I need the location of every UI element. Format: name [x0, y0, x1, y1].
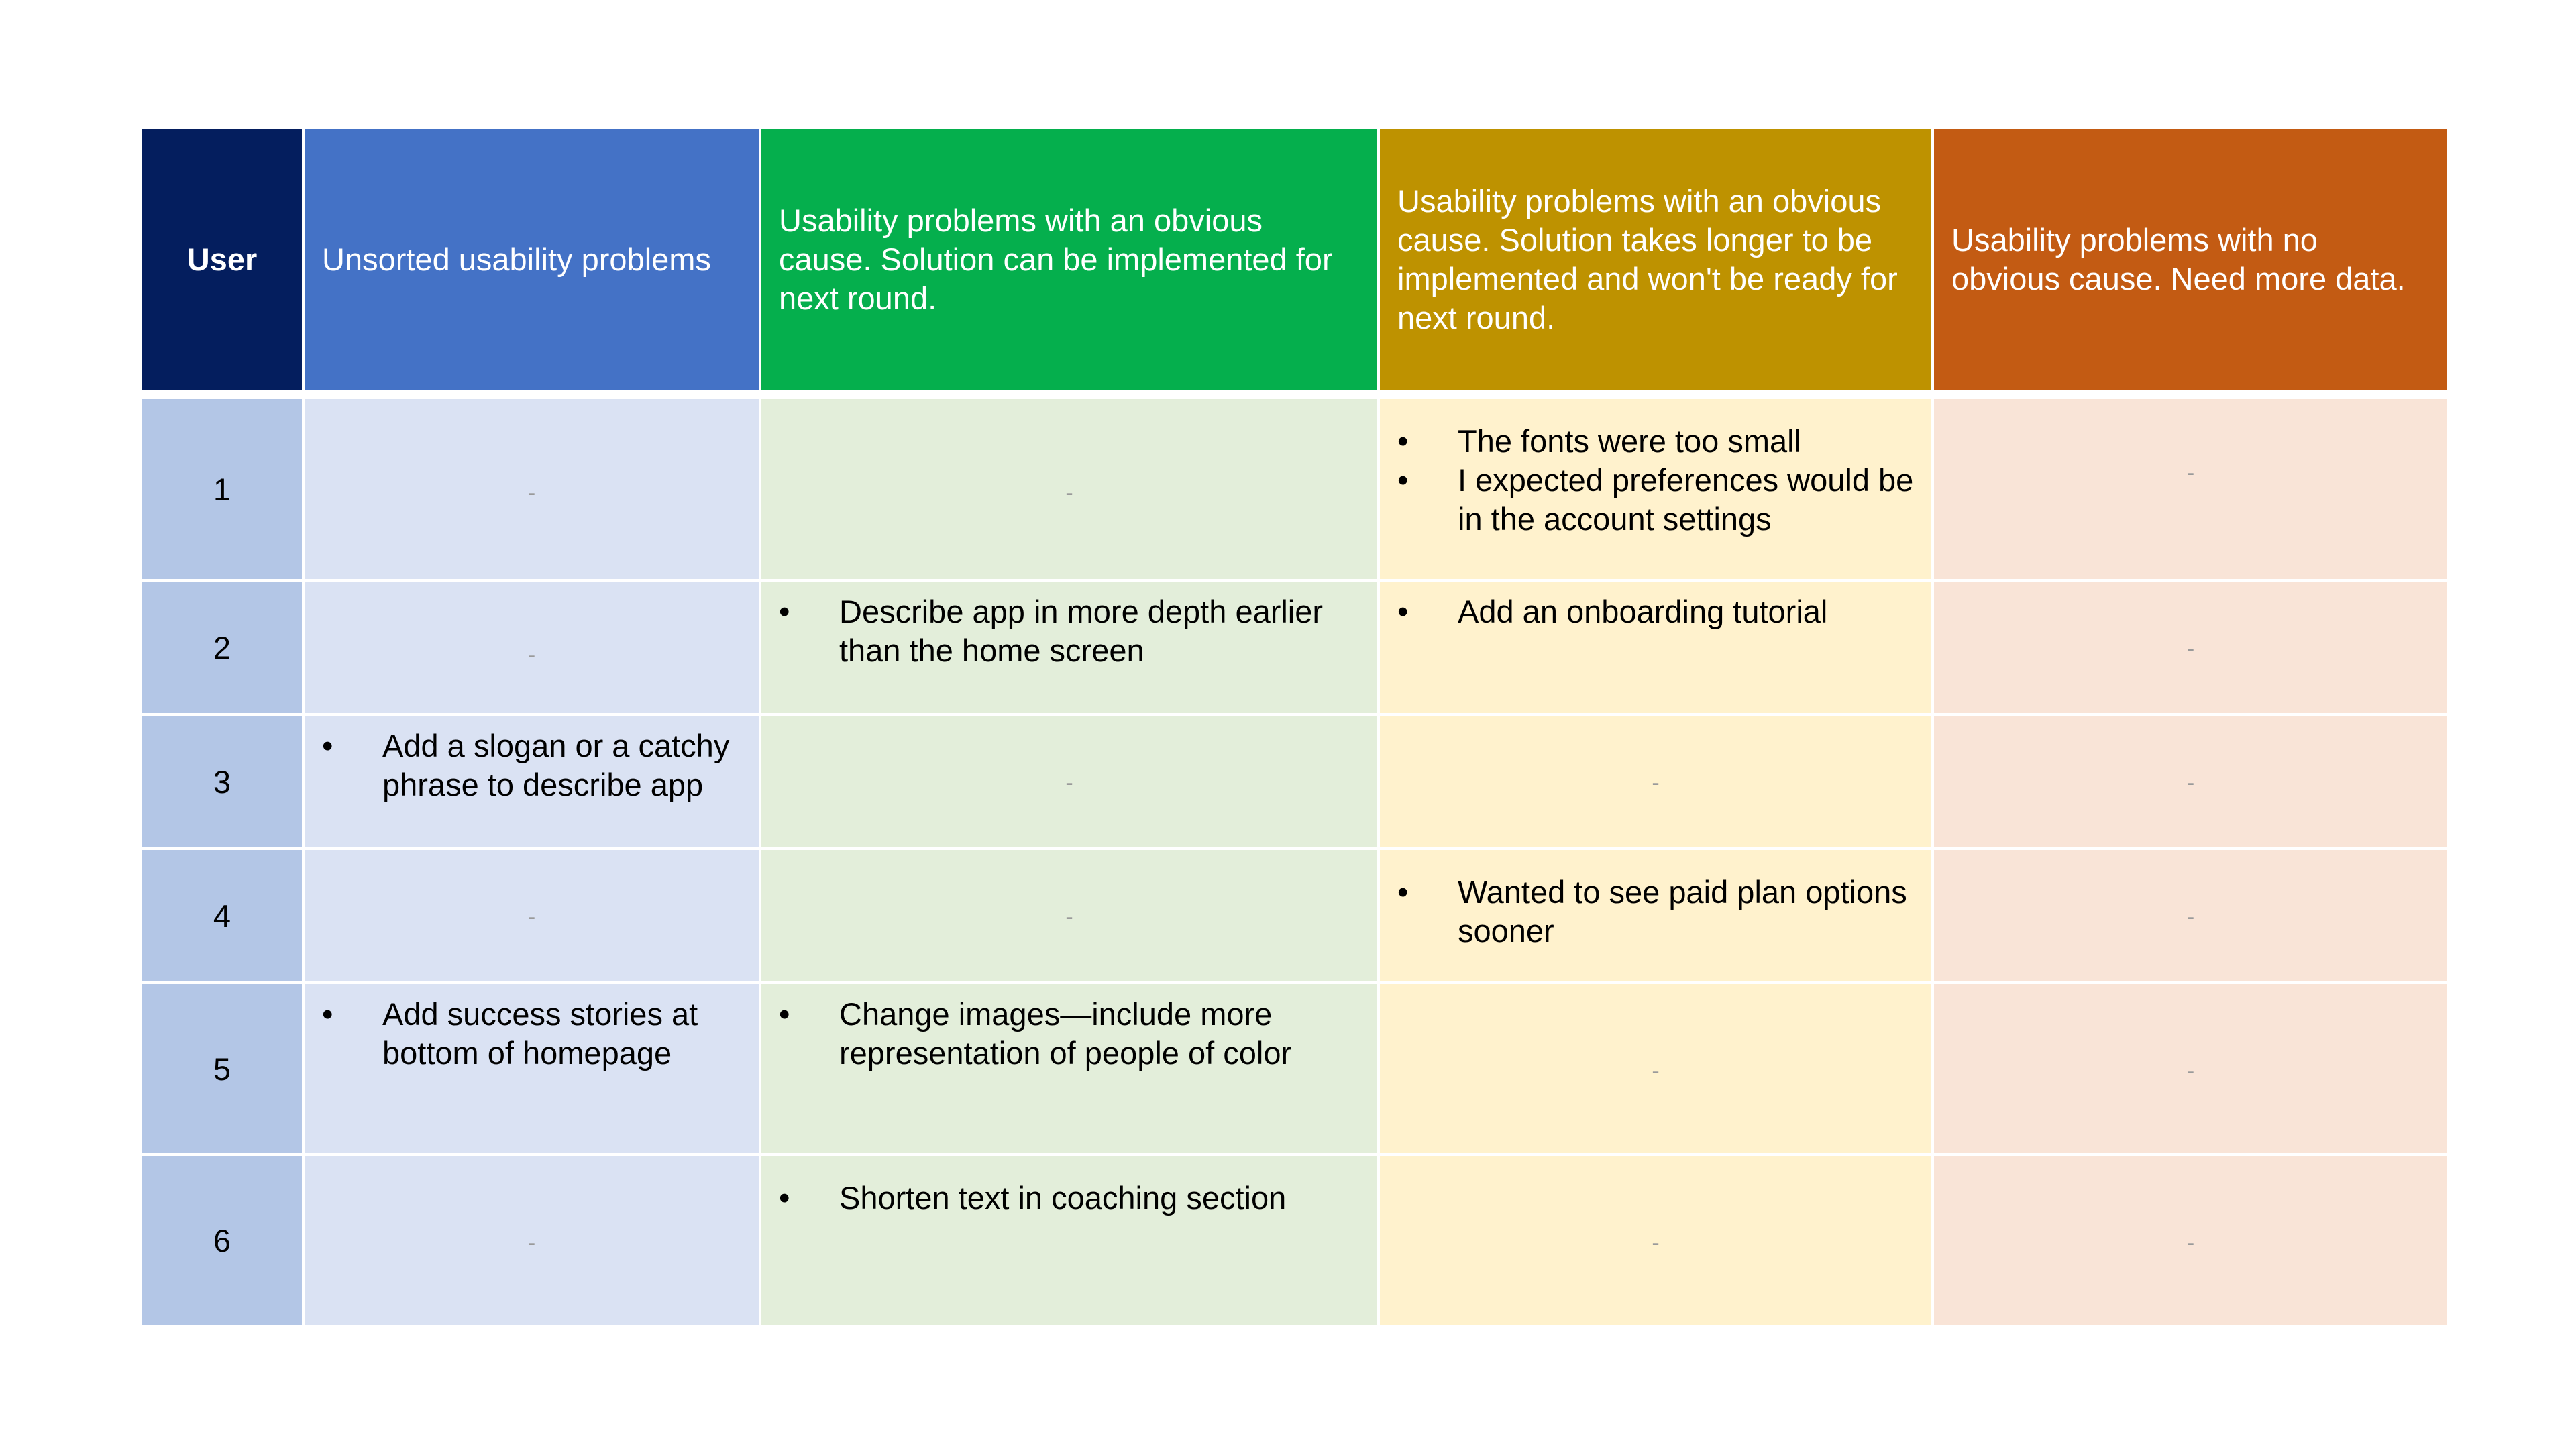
cell-no-obvious-cause: - — [1934, 984, 2447, 1156]
header-no-obvious-cause: Usability problems with no obvious cause… — [1934, 129, 2447, 392]
header-gap — [761, 392, 1380, 399]
bullet-item: • Change images—include more representati… — [779, 995, 1364, 1073]
cell-no-obvious-cause: - — [1934, 1156, 2447, 1325]
header-obvious-cause-takes-longer: Usability problems with an obvious cause… — [1380, 129, 1934, 392]
bullet-text: Change images—include more representatio… — [839, 996, 1292, 1071]
bullet-text: Wanted to see paid plan options sooner — [1458, 874, 1907, 949]
header-gap — [1380, 392, 1934, 399]
bullet-dot: • — [1397, 423, 1409, 459]
bullet-item: • Wanted to see paid plan options sooner — [1397, 873, 1918, 951]
bullet-dot: • — [779, 996, 790, 1032]
cell-unsorted: - — [305, 399, 761, 582]
bullet-dot: • — [1397, 594, 1409, 629]
bullet-dot: • — [779, 594, 790, 629]
cell-obvious-takes-longer: • Wanted to see paid plan options sooner — [1380, 850, 1934, 984]
cell-obvious-next-round: • Shorten text in coaching section — [761, 1156, 1380, 1325]
bullet-list: • Wanted to see paid plan options sooner — [1397, 873, 1918, 951]
bullet-list: • Add an onboarding tutorial — [1397, 592, 1918, 631]
cell-unsorted: - — [305, 850, 761, 984]
bullet-item: • Describe app in more depth earlier than… — [779, 592, 1364, 670]
empty-dash: - — [1065, 770, 1073, 796]
empty-dash: - — [2186, 1230, 2195, 1256]
bullet-item: • Add a slogan or a catchy phrase to desc… — [322, 727, 745, 804]
cell-no-obvious-cause: - — [1934, 850, 2447, 984]
bullet-text: Add a slogan or a catchy phrase to descr… — [382, 728, 730, 802]
header-user: User — [142, 129, 305, 392]
bullet-item: • I expected preferences would be in the … — [1397, 461, 1918, 539]
cell-no-obvious-cause: - — [1934, 716, 2447, 850]
empty-dash: - — [527, 643, 536, 668]
bullet-item: • Shorten text in coaching section — [779, 1179, 1364, 1218]
bullet-dot: • — [779, 1180, 790, 1216]
cell-obvious-takes-longer: • The fonts were too small • I expected pre… — [1380, 399, 1934, 582]
empty-dash: - — [2186, 1059, 2195, 1084]
user-number-cell: 3 — [142, 716, 305, 850]
bullet-text: Add success stories at bottom of homepag… — [382, 996, 698, 1071]
bullet-dot: • — [1397, 874, 1409, 910]
user-number-cell: 5 — [142, 984, 305, 1156]
bullet-item: • Add an onboarding tutorial — [1397, 592, 1918, 631]
usability-table: User Unsorted usability problems Usabili… — [142, 129, 2447, 1325]
cell-no-obvious-cause: - — [1934, 582, 2447, 716]
user-number-cell: 6 — [142, 1156, 305, 1325]
bullet-text: Add an onboarding tutorial — [1458, 594, 1828, 629]
bullet-list: • The fonts were too small • I expected pre… — [1397, 422, 1918, 539]
empty-dash: - — [1652, 770, 1660, 796]
user-number-cell: 4 — [142, 850, 305, 984]
bullet-text: The fonts were too small — [1458, 423, 1801, 459]
bullet-dot: • — [322, 728, 333, 763]
empty-dash: - — [527, 904, 536, 930]
cell-unsorted: • Add success stories at bottom of homepa… — [305, 984, 761, 1156]
user-number-cell: 2 — [142, 582, 305, 716]
cell-unsorted: - — [305, 582, 761, 716]
empty-dash: - — [1652, 1059, 1660, 1084]
cell-no-obvious-cause: - — [1934, 399, 2447, 582]
bullet-dot: • — [1397, 462, 1409, 498]
bullet-item: • The fonts were too small — [1397, 422, 1918, 461]
bullet-list: • Add a slogan or a catchy phrase to desc… — [322, 727, 745, 804]
header-obvious-cause-next-round: Usability problems with an obvious cause… — [761, 129, 1380, 392]
bullet-list: • Change images—include more representati… — [779, 995, 1364, 1073]
cell-obvious-takes-longer: - — [1380, 1156, 1934, 1325]
cell-obvious-next-round: • Change images—include more representati… — [761, 984, 1380, 1156]
bullet-text: Describe app in more depth earlier than … — [839, 594, 1324, 668]
empty-dash: - — [2186, 770, 2195, 796]
bullet-text: I expected preferences would be in the a… — [1458, 462, 1914, 537]
empty-dash: - — [2186, 636, 2195, 661]
empty-dash: - — [2186, 904, 2195, 930]
empty-dash: - — [1065, 904, 1073, 930]
header-gap — [305, 392, 761, 399]
cell-obvious-takes-longer: - — [1380, 716, 1934, 850]
cell-obvious-next-round: - — [761, 399, 1380, 582]
cell-obvious-next-round: • Describe app in more depth earlier than… — [761, 582, 1380, 716]
cell-obvious-takes-longer: • Add an onboarding tutorial — [1380, 582, 1934, 716]
bullet-list: • Describe app in more depth earlier than… — [779, 592, 1364, 670]
bullet-dot: • — [322, 996, 333, 1032]
empty-dash: - — [2186, 460, 2195, 486]
bullet-text: Shorten text in coaching section — [839, 1180, 1287, 1216]
cell-unsorted: - — [305, 1156, 761, 1325]
cell-obvious-next-round: - — [761, 716, 1380, 850]
bullet-item: • Add success stories at bottom of homepa… — [322, 995, 745, 1073]
empty-dash: - — [527, 480, 536, 506]
user-number-cell: 1 — [142, 399, 305, 582]
header-unsorted-problems: Unsorted usability problems — [305, 129, 761, 392]
header-gap — [1934, 392, 2447, 399]
cell-unsorted: • Add a slogan or a catchy phrase to desc… — [305, 716, 761, 850]
bullet-list: • Add success stories at bottom of homepa… — [322, 995, 745, 1073]
empty-dash: - — [1652, 1230, 1660, 1256]
bullet-list: • Shorten text in coaching section — [779, 1179, 1364, 1218]
cell-obvious-next-round: - — [761, 850, 1380, 984]
header-gap — [142, 392, 305, 399]
empty-dash: - — [527, 1230, 536, 1256]
cell-obvious-takes-longer: - — [1380, 984, 1934, 1156]
empty-dash: - — [1065, 480, 1073, 506]
